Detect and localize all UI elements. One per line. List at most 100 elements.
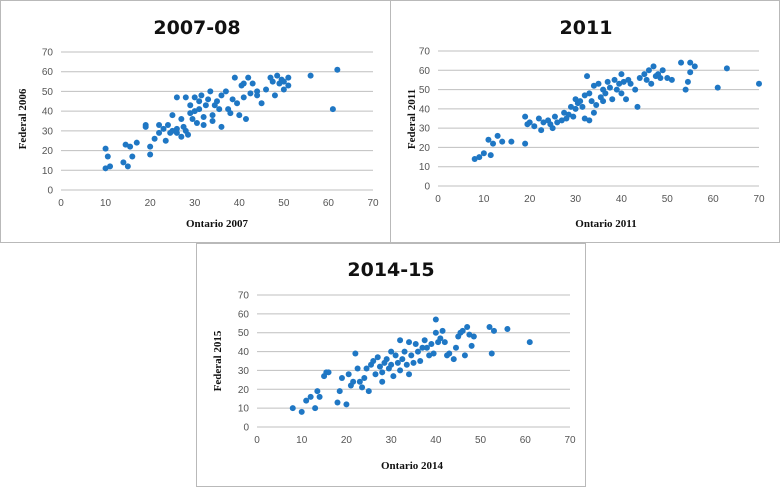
data-point <box>156 121 163 128</box>
data-point <box>218 123 225 130</box>
data-point <box>414 348 421 355</box>
data-point <box>350 378 357 385</box>
data-point <box>187 102 194 109</box>
y-axis-ticks: 0 10 20 30 40 50 60 70 <box>238 291 250 434</box>
data-point <box>307 393 314 400</box>
data-point <box>595 80 602 87</box>
data-point <box>602 90 609 97</box>
data-point <box>437 335 444 342</box>
data-point <box>280 86 287 93</box>
data-point <box>632 86 639 93</box>
data-point <box>162 137 169 144</box>
data-point <box>229 96 236 103</box>
data-point <box>336 388 343 395</box>
y-tick-label: 50 <box>42 87 54 98</box>
grid-lines <box>438 50 759 187</box>
data-point <box>452 344 459 351</box>
data-point <box>618 90 625 97</box>
data-point <box>169 112 176 119</box>
data-point <box>459 327 466 334</box>
y-tick-label: 20 <box>42 146 54 157</box>
data-point <box>147 143 154 150</box>
data-point <box>356 378 363 385</box>
data-point <box>464 324 471 331</box>
data-point <box>691 63 698 70</box>
data-point <box>193 119 200 126</box>
data-point <box>636 75 643 81</box>
data-point <box>590 109 597 116</box>
y-tick-label: 60 <box>238 309 250 320</box>
data-point <box>593 102 600 108</box>
data-point <box>354 365 361 372</box>
data-point <box>620 78 627 85</box>
data-point <box>723 65 730 72</box>
data-point <box>271 92 278 99</box>
x-axis-ticks: 0 10 20 30 40 50 60 70 <box>435 194 765 205</box>
x-axis-ticks: 0 10 20 30 40 50 60 70 <box>254 435 576 446</box>
data-point <box>142 123 149 130</box>
data-point <box>388 361 395 368</box>
data-point <box>394 359 401 366</box>
x-tick-label: 40 <box>430 435 442 446</box>
data-point <box>682 86 689 93</box>
y-tick-label: 70 <box>238 291 250 302</box>
data-point <box>565 111 572 118</box>
data-points <box>289 316 533 415</box>
data-point <box>643 76 650 83</box>
y-tick-label: 50 <box>238 328 250 339</box>
x-tick-label: 10 <box>478 194 490 205</box>
grid-lines <box>257 294 570 428</box>
data-point <box>303 397 310 404</box>
data-point <box>540 119 547 126</box>
data-point <box>494 132 501 139</box>
data-point <box>570 113 577 120</box>
data-point <box>285 82 292 89</box>
data-point <box>173 94 180 101</box>
data-point <box>133 139 140 146</box>
x-tick-label: 30 <box>189 198 201 209</box>
data-point <box>218 92 225 99</box>
data-point <box>611 76 618 83</box>
x-tick-label: 40 <box>234 198 246 209</box>
data-point <box>363 365 370 372</box>
data-point <box>508 138 515 145</box>
data-point <box>581 115 588 122</box>
data-point <box>338 374 345 381</box>
x-tick-label: 20 <box>145 198 157 209</box>
data-point <box>390 373 397 380</box>
x-tick-label: 60 <box>520 435 532 446</box>
data-point <box>488 350 495 357</box>
y-axis-ticks: 0 10 20 30 40 50 60 70 <box>42 48 54 197</box>
data-point <box>586 117 593 124</box>
data-point <box>361 374 368 381</box>
data-point <box>604 78 611 85</box>
x-axis-label: Ontario 2007 <box>186 218 249 230</box>
y-tick-label: 30 <box>238 366 250 377</box>
x-tick-label: 20 <box>524 194 536 205</box>
x-tick-label: 50 <box>475 435 487 446</box>
data-point <box>189 116 196 123</box>
y-tick-label: 60 <box>42 67 54 78</box>
x-tick-label: 70 <box>564 435 576 446</box>
data-point <box>549 125 556 132</box>
data-point <box>485 136 492 143</box>
data-point <box>352 350 359 357</box>
data-point <box>258 100 265 107</box>
data-point <box>432 316 439 323</box>
data-point <box>538 127 545 134</box>
x-tick-label: 10 <box>296 435 308 446</box>
data-point <box>486 324 493 331</box>
y-tick-label: 70 <box>419 47 431 58</box>
data-point <box>403 361 410 368</box>
y-tick-label: 60 <box>419 66 431 77</box>
data-point <box>370 358 377 364</box>
y-tick-label: 40 <box>419 104 431 115</box>
data-point <box>410 359 417 366</box>
y-tick-label: 0 <box>47 186 53 197</box>
data-point <box>600 98 607 105</box>
data-point <box>487 152 494 159</box>
chart-title: 2007-08 <box>153 17 240 39</box>
data-point <box>471 156 478 162</box>
